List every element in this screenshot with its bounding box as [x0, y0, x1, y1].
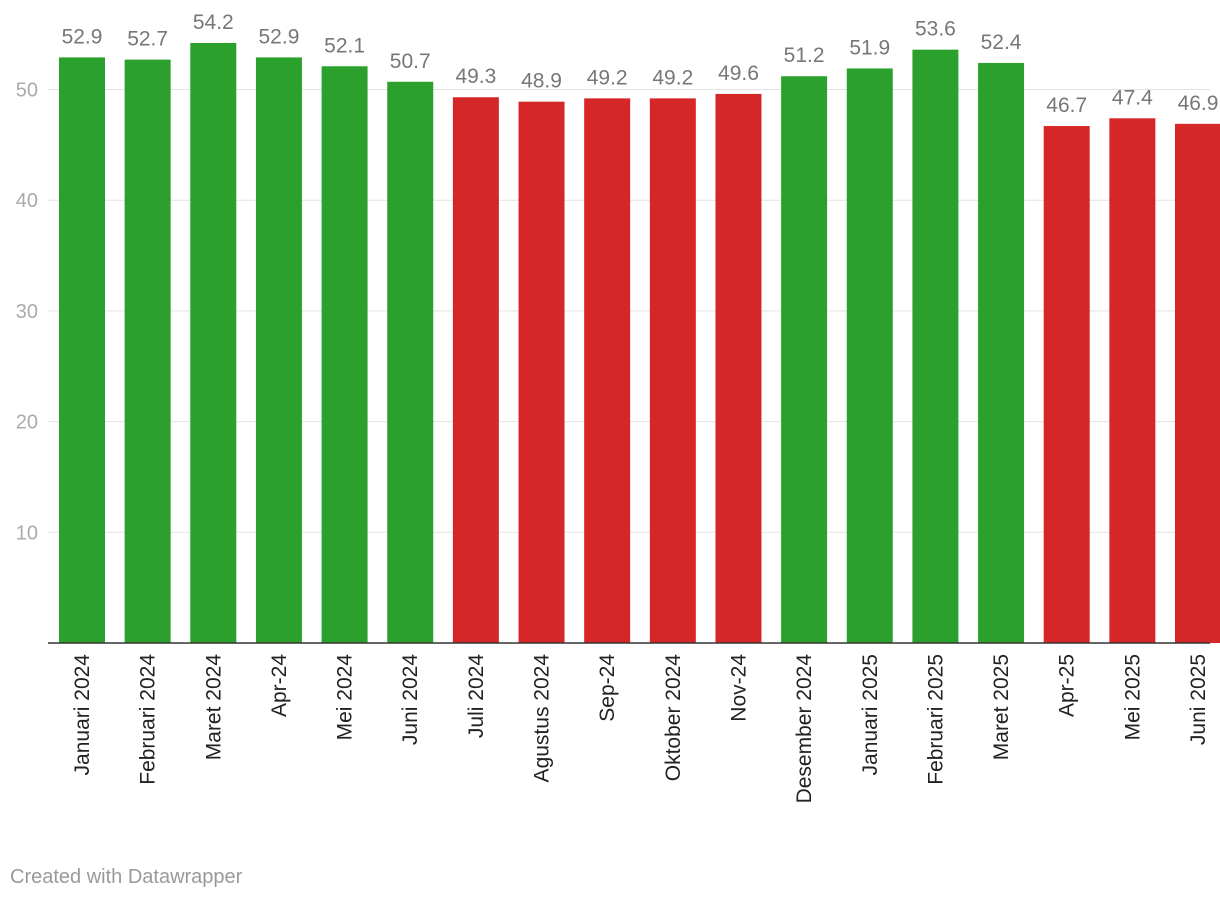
- bar-value-label: 52.7: [127, 28, 168, 51]
- bar-value-label: 46.7: [1046, 94, 1087, 117]
- bar: [1175, 123, 1220, 643]
- x-tick-label: Nov-24: [727, 654, 750, 722]
- bar-value-label: 53.6: [915, 18, 956, 41]
- y-tick-label: 40: [16, 190, 38, 212]
- x-tick-label: Mei 2025: [1121, 654, 1144, 740]
- bar-value-label: 52.1: [324, 34, 365, 57]
- x-tick-label: Oktober 2024: [662, 654, 685, 782]
- bar: [124, 59, 171, 643]
- bar: [255, 57, 302, 644]
- y-tick-label: 30: [16, 301, 38, 323]
- x-tick-label: Apr-24: [268, 654, 291, 717]
- x-tick-label: Juni 2024: [399, 654, 422, 745]
- x-tick-label: Februari 2025: [924, 654, 947, 785]
- bar: [978, 62, 1025, 643]
- bar: [452, 97, 499, 643]
- x-tick-label: Juni 2025: [1187, 654, 1210, 745]
- x-tick-label: Februari 2024: [137, 654, 160, 785]
- bar-value-label: 48.9: [521, 70, 562, 93]
- y-tick-label: 10: [16, 522, 38, 544]
- bar: [1043, 126, 1090, 643]
- bar: [781, 76, 828, 643]
- x-axis: Januari 2024 Februari 2024 Maret 2024 Apr-2…: [48, 642, 1210, 804]
- x-tick-label: Januari 2025: [859, 654, 882, 775]
- y-tick-label: 20: [16, 412, 38, 434]
- bar-chart: 10 20 30 40 50 52.9 52.7 54.2 52.9 52.1 50.7 49.3 4…: [16, 11, 1220, 804]
- bar-value-label: 50.7: [390, 50, 431, 73]
- bar-value-label: 51.9: [849, 36, 890, 59]
- bar-value-label: 47.4: [1112, 86, 1153, 109]
- bar-value-label: 49.2: [652, 66, 693, 89]
- bar-value-label: 51.2: [784, 44, 825, 67]
- bar-value-label: 49.6: [718, 62, 759, 85]
- bar: [1109, 118, 1156, 644]
- x-tick-label: Januari 2024: [71, 654, 94, 776]
- x-tick-label: Agustus 2024: [531, 654, 554, 783]
- x-tick-label: Sep-24: [596, 654, 619, 722]
- bar-value-label: 52.9: [62, 25, 103, 48]
- x-tick-label: Maret 2024: [202, 654, 225, 761]
- value-labels: 52.9 52.7 54.2 52.9 52.1 50.7 49.3 48.9 49.2 49.2…: [62, 11, 1219, 117]
- datawrapper-credit: Created with Datawrapper: [10, 866, 243, 888]
- bar: [584, 98, 631, 643]
- bar-value-label: 49.3: [455, 65, 496, 88]
- bar-value-label: 46.9: [1178, 92, 1219, 115]
- bar: [190, 43, 237, 644]
- bar-value-label: 49.2: [587, 66, 628, 89]
- x-tick-label: Juli 2024: [465, 654, 488, 738]
- x-tick-label: Apr-25: [1056, 654, 1079, 717]
- x-tick-label: Desember 2024: [793, 654, 816, 804]
- bar: [846, 68, 893, 644]
- bar-value-label: 52.9: [259, 25, 300, 48]
- bars: [59, 43, 1220, 644]
- bar: [321, 66, 368, 644]
- bar-value-label: 52.4: [981, 31, 1022, 54]
- bar: [518, 101, 565, 643]
- bar: [912, 49, 959, 643]
- bar-value-label: 54.2: [193, 11, 234, 34]
- bar: [387, 81, 434, 644]
- y-tick-label: 50: [16, 80, 38, 102]
- y-axis: 10 20 30 40 50: [16, 80, 38, 545]
- bar: [649, 98, 696, 643]
- x-tick-label: Mei 2024: [334, 654, 357, 741]
- bar: [715, 93, 762, 644]
- bar: [59, 57, 105, 644]
- x-tick-label: Maret 2025: [990, 654, 1013, 760]
